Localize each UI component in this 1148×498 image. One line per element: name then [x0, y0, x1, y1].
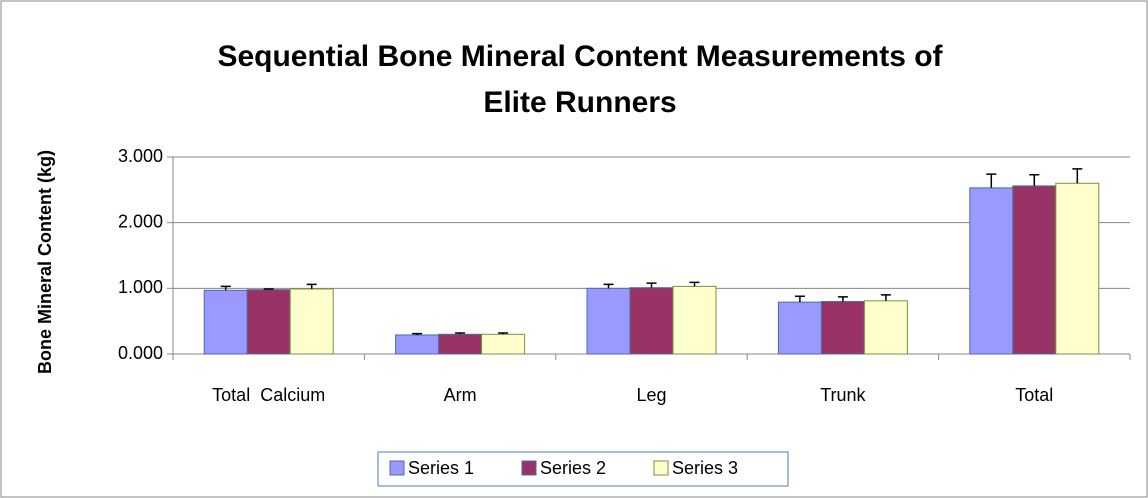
bar: [629, 287, 674, 355]
bar: [586, 287, 631, 355]
error-bar: [263, 288, 274, 290]
error-bar: [455, 332, 466, 335]
legend-label: Series 3: [672, 458, 738, 478]
error-bar: [1072, 168, 1083, 184]
error-bar: [986, 173, 997, 188]
legend-swatch: [389, 460, 405, 476]
y-axis-label: Bone Mineral Content (kg): [35, 150, 55, 374]
bar: [289, 288, 334, 355]
error-bar: [689, 281, 700, 287]
x-tick-label: Leg: [636, 385, 666, 405]
bar: [481, 333, 526, 355]
bar: [1012, 185, 1057, 355]
error-bar: [880, 294, 891, 301]
bar: [203, 289, 248, 355]
legend-swatch: [521, 460, 537, 476]
x-tick-label: Trunk: [820, 385, 866, 405]
legend-swatch: [653, 460, 669, 476]
error-bar: [412, 332, 423, 335]
legend-label: Series 1: [408, 458, 474, 478]
x-tick-label: Total Calcium: [212, 385, 325, 405]
error-bar: [794, 295, 805, 303]
chart-title: Sequential Bone Mineral Content Measurem…: [217, 40, 943, 119]
error-bar: [837, 296, 848, 302]
y-tick-label: 3.000: [118, 146, 163, 166]
error-bar: [498, 332, 509, 335]
legend-box: [377, 451, 789, 487]
y-tick-label: 1.000: [118, 277, 163, 297]
error-bar: [220, 285, 231, 291]
bar: [672, 285, 717, 355]
x-tick-label: Arm: [444, 385, 477, 405]
bar: [820, 300, 865, 355]
bar: [969, 187, 1014, 355]
error-bar: [603, 283, 614, 289]
bar: [1055, 182, 1100, 355]
error-bar: [646, 282, 657, 288]
bar: [438, 333, 483, 355]
bar: [246, 289, 291, 355]
y-tick-label: 0.000: [118, 343, 163, 363]
bar: [395, 334, 440, 355]
legend-label: Series 2: [540, 458, 606, 478]
y-tick-label: 2.000: [118, 211, 163, 231]
error-bar: [1029, 173, 1040, 186]
bar: [777, 301, 822, 355]
bar: [863, 300, 908, 355]
x-tick-label: Total: [1015, 385, 1053, 405]
error-bar: [306, 283, 317, 289]
